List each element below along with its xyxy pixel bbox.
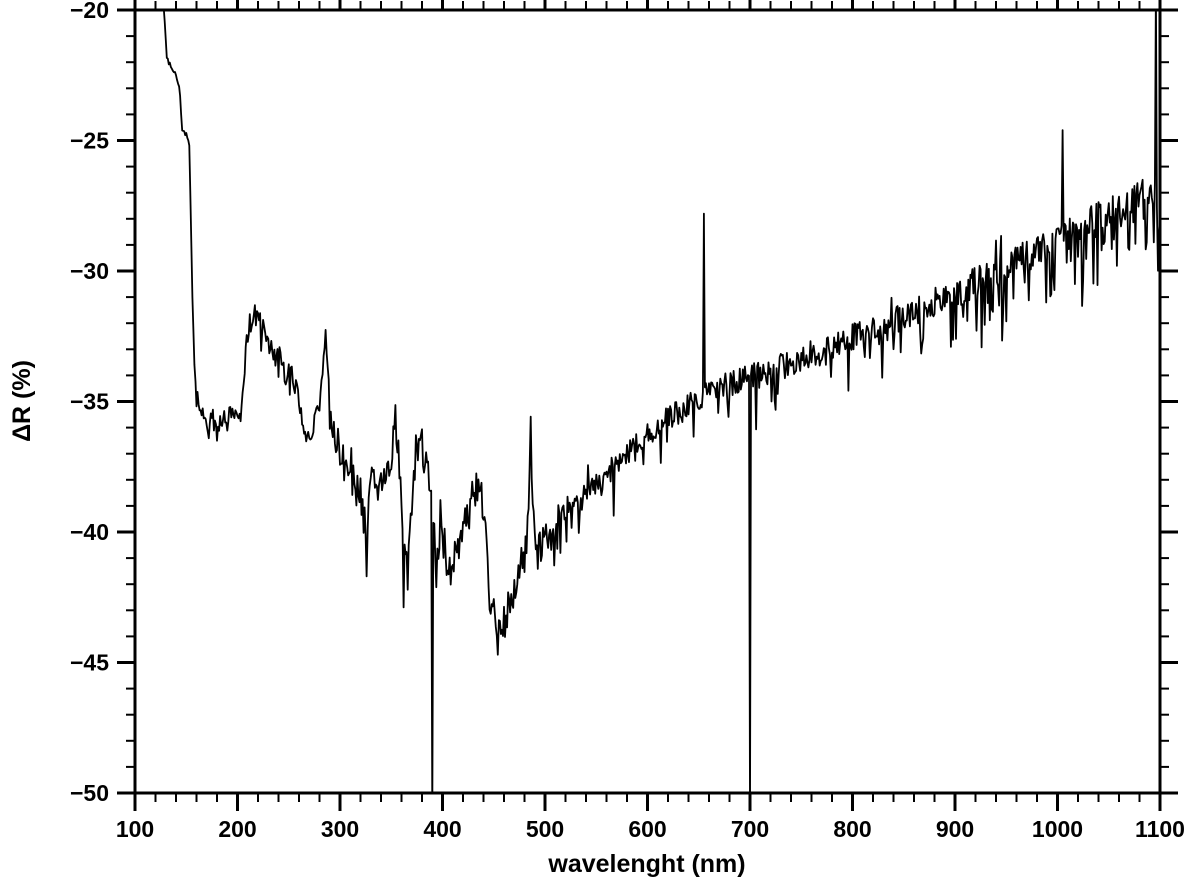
x-tick-label: 500	[526, 816, 564, 842]
x-tick-label: 400	[423, 816, 461, 842]
x-tick-label: 800	[833, 816, 871, 842]
x-tick-label: 100	[116, 816, 154, 842]
y-tick-label: −30	[70, 258, 109, 284]
spectrum-curve	[162, 10, 1160, 793]
x-tick-label: 1100	[1135, 816, 1185, 842]
y-tick-label: −45	[70, 650, 109, 676]
x-tick-label: 700	[731, 816, 769, 842]
y-tick-label: −50	[70, 780, 109, 806]
x-tick-label: 900	[936, 816, 974, 842]
y-tick-label: −35	[70, 389, 109, 415]
y-tick-label: −20	[70, 0, 109, 23]
y-tick-label: −40	[70, 519, 109, 545]
y-tick-label: −25	[70, 128, 109, 154]
x-tick-label: 200	[218, 816, 256, 842]
x-tick-label: 600	[628, 816, 666, 842]
x-axis-label: wavelenght (nm)	[547, 850, 745, 878]
x-tick-label: 300	[321, 816, 359, 842]
plot-frame	[133, 8, 1162, 795]
plot-area: 100 200 300 400 500 600 700 800 900 1000 1100 −20 −2…	[70, 0, 1185, 842]
x-tick-label: 1000	[1032, 816, 1083, 842]
y-axis-label: ΔR (%)	[8, 360, 36, 442]
